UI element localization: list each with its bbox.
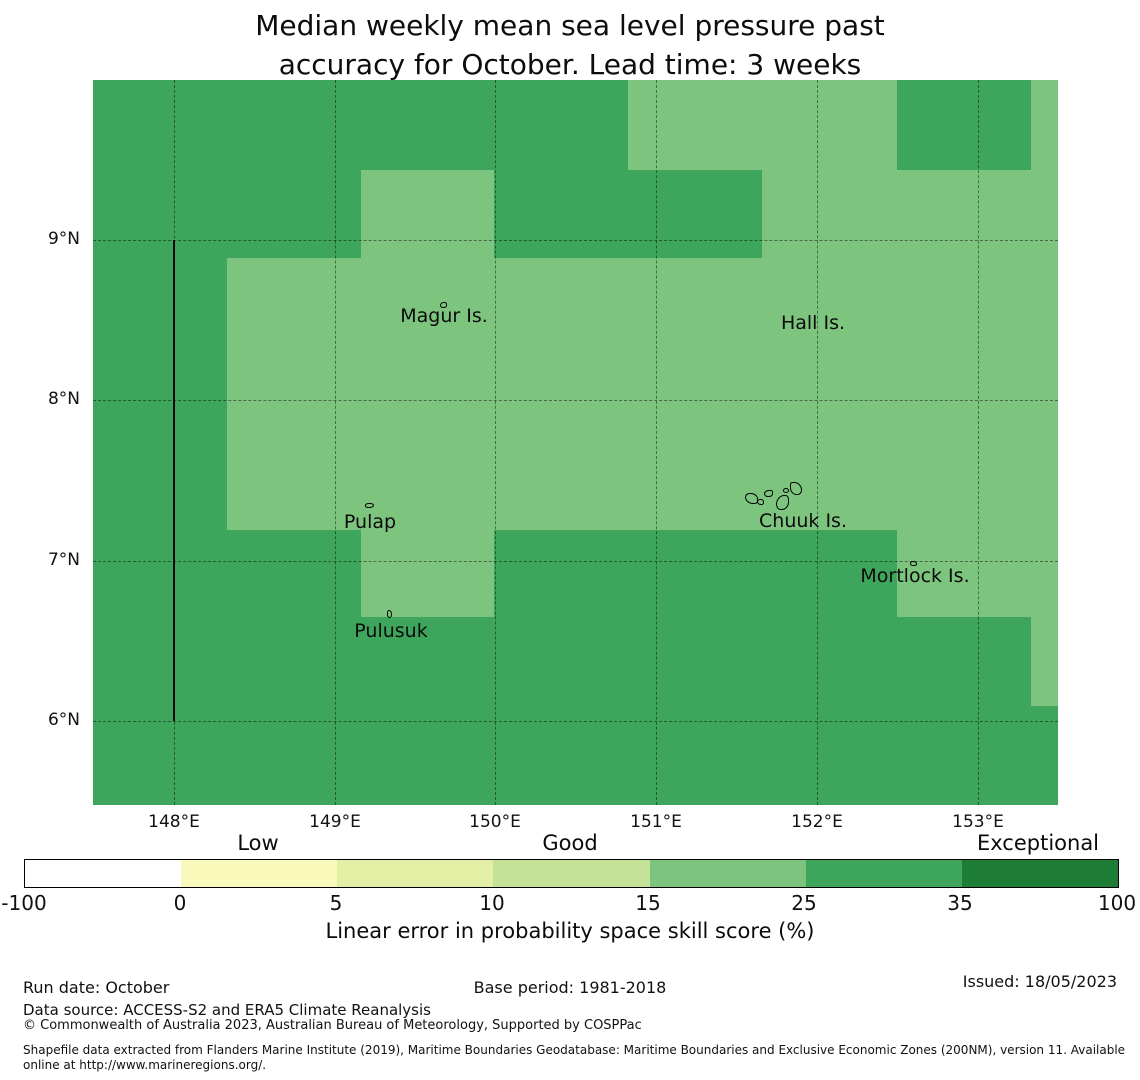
colorbar-segment	[25, 860, 182, 887]
skill-patch-light	[227, 258, 1058, 530]
x-tick-label: 149°E	[309, 812, 361, 832]
y-tick-label: 7°N	[47, 550, 80, 570]
copyright-text: © Commonwealth of Australia 2023, Austra…	[23, 1018, 642, 1033]
x-tick-label: 150°E	[469, 812, 521, 832]
island-outline-mark	[387, 610, 392, 618]
gridline-meridian	[495, 80, 496, 805]
skill-patch-light	[1031, 617, 1058, 706]
x-tick-label: 152°E	[791, 812, 843, 832]
gridline-parallel	[93, 561, 1058, 562]
colorbar-tick-label: 100	[1097, 891, 1137, 915]
y-tick-label: 6°N	[47, 710, 80, 730]
island-label: Pulap	[343, 511, 397, 533]
colorbar-category-label: Exceptional	[976, 831, 1100, 855]
colorbar-tick-label: 25	[791, 891, 817, 915]
x-tick-label: 153°E	[952, 812, 1004, 832]
chart-title: Median weekly mean sea level pressure pa…	[0, 6, 1140, 84]
island-outline-mark	[440, 302, 447, 308]
colorbar-tick-label: 15	[635, 891, 661, 915]
skill-patch-light	[897, 530, 1058, 617]
colorbar-segment	[493, 860, 650, 887]
skill-patch-light	[361, 530, 494, 617]
island-outline-mark	[783, 488, 789, 493]
gridline-meridian	[978, 80, 979, 805]
island-outline-mark	[365, 503, 374, 508]
colorbar-category-label: Low	[237, 831, 279, 855]
colorbar-segment	[805, 860, 962, 887]
colorbar-tick-label: 35	[947, 891, 973, 915]
gridline-parallel	[93, 240, 1058, 241]
colorbar-tick-label: 0	[173, 891, 187, 915]
x-tick-label: 148°E	[148, 812, 200, 832]
island-label: Magur Is.	[400, 305, 488, 327]
island-outline-mark	[745, 493, 758, 504]
island-label: Chuuk Is.	[759, 510, 847, 532]
colorbar-segment	[649, 860, 806, 887]
colorbar-tick-label: 5	[329, 891, 343, 915]
island-label: Hall Is.	[780, 312, 846, 334]
island-outline-mark	[790, 482, 802, 495]
issued-date-text: Issued: 18/05/2023	[962, 972, 1117, 991]
run-date-text: Run date: October	[23, 978, 170, 997]
chart-title-line2: accuracy for October. Lead time: 3 weeks	[278, 48, 862, 81]
island-outline-mark	[757, 499, 764, 505]
chart-title-line1: Median weekly mean sea level pressure pa…	[255, 9, 885, 42]
colorbar	[24, 859, 1119, 888]
skill-patch-light	[628, 80, 897, 170]
colorbar-segment	[181, 860, 338, 887]
colorbar-segment	[337, 860, 494, 887]
island-outline-mark	[776, 495, 789, 510]
colorbar-tick-label: 10	[479, 891, 505, 915]
gridline-meridian	[656, 80, 657, 805]
skill-patch-light	[762, 170, 1058, 258]
gridline-meridian	[817, 80, 818, 805]
island-label: Pulusuk	[354, 620, 428, 642]
gridline-parallel	[93, 400, 1058, 401]
y-tick-label: 8°N	[47, 389, 80, 409]
colorbar-axis-label: Linear error in probability space skill …	[325, 919, 815, 943]
skill-patch-light	[361, 170, 494, 258]
shapefile-note-text: Shapefile data extracted from Flanders M…	[23, 1043, 1133, 1073]
island-label: Mortlock Is.	[860, 565, 970, 587]
island-outline-mark	[910, 561, 917, 566]
map-plot: Magur Is. Hall Is. Pulap Chuuk Is. Mortlock …	[93, 80, 1058, 805]
gridline-meridian	[335, 80, 336, 805]
colorbar-segment	[961, 860, 1118, 887]
island-outline-mark	[764, 490, 773, 497]
gridline-parallel	[93, 721, 1058, 722]
eez-boundary-line	[173, 240, 175, 721]
shapefile-note-line2: online at http://www.marineregions.org/.	[23, 1058, 267, 1072]
data-source-text: Data source: ACCESS-S2 and ERA5 Climate …	[23, 1001, 431, 1019]
colorbar-tick-label: -100	[1, 891, 47, 915]
shapefile-note-line1: Shapefile data extracted from Flanders M…	[23, 1043, 1126, 1057]
x-tick-label: 151°E	[630, 812, 682, 832]
skill-patch-light	[1031, 80, 1058, 170]
colorbar-category-label: Good	[542, 831, 598, 855]
y-tick-label: 9°N	[47, 229, 80, 249]
base-period-text: Base period: 1981-2018	[473, 978, 667, 997]
